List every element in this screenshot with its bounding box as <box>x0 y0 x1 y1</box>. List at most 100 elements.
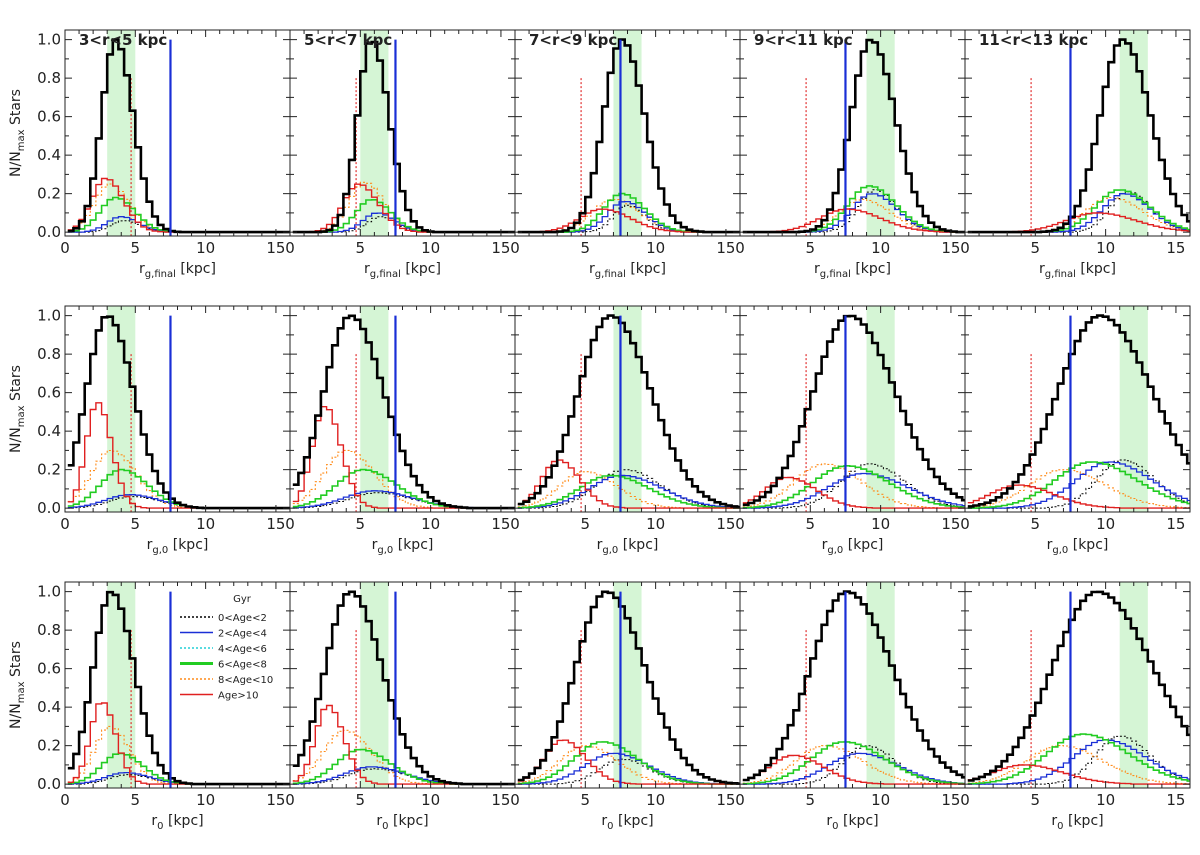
x-tick-label: 15 <box>716 515 735 533</box>
plot-area <box>67 38 290 236</box>
plot-area <box>517 590 740 788</box>
panel-frame <box>289 29 516 237</box>
x-axis-label: rg,final [kpc] <box>814 261 891 280</box>
x-axis-label: rg,final [kpc] <box>589 261 666 280</box>
histogram-age-8-10 <box>67 725 290 785</box>
histogram-age-6-8 <box>742 465 965 509</box>
x-tick-label: 0 <box>285 791 295 809</box>
y-tick-label: 0.8 <box>37 621 61 639</box>
x-tick-label: 5 <box>806 515 816 533</box>
legend-label: 0<Age<2 <box>218 613 267 624</box>
x-tick-label: 0 <box>285 239 295 257</box>
legend-title: Gyr <box>233 594 252 605</box>
histogram-all <box>967 38 1190 234</box>
panel-r2-c4: 0 5 10 15 rg,0 [kpc] <box>735 305 966 556</box>
panel-title: 11<r<13 kpc <box>979 31 1088 49</box>
histogram-all <box>517 590 740 785</box>
x-tick-label: 10 <box>646 791 665 809</box>
y-tick-label: 0.6 <box>37 384 61 402</box>
x-axis-label: r0 [kpc] <box>376 813 428 832</box>
y-axis-label: N/Nmax Stars <box>8 89 27 177</box>
histogram-age-gt-10 <box>742 754 965 785</box>
histogram-all <box>292 40 515 234</box>
plot-area <box>517 38 740 236</box>
histogram-age-gt-10 <box>517 459 740 509</box>
x-tick-label: 15 <box>716 239 735 257</box>
x-axis-label: r0 [kpc] <box>1051 813 1103 832</box>
histogram-age-0-2 <box>742 463 965 509</box>
histogram-all <box>517 314 740 509</box>
x-tick-label: 0 <box>960 791 970 809</box>
y-tick-label: 0.2 <box>37 185 61 203</box>
x-tick-label: 10 <box>871 515 890 533</box>
histogram-age-6-8 <box>517 474 740 509</box>
histogram-all <box>67 38 290 234</box>
y-tick-label: 1.0 <box>37 31 61 49</box>
x-tick-label: 5 <box>1031 791 1041 809</box>
panel-frame <box>64 29 291 237</box>
histogram-age-2-4 <box>517 474 740 509</box>
plot-area <box>67 590 290 788</box>
histogram-age-6-8 <box>742 741 965 785</box>
panel-frame <box>64 305 291 513</box>
x-tick-label: 10 <box>871 239 890 257</box>
panel-title: 7<r<9 kpc <box>529 31 617 49</box>
panel-title: 9<r<11 kpc <box>754 31 853 49</box>
histogram-age-0-2 <box>517 469 740 509</box>
histogram-age-2-4 <box>742 472 965 509</box>
y-tick-label: 0.0 <box>37 775 61 793</box>
x-axis-label: rg,final [kpc] <box>1039 261 1116 280</box>
panel-r2-c5: 0 5 10 15 rg,0 [kpc] <box>960 305 1191 556</box>
histogram-age-gt-10 <box>67 402 290 509</box>
x-axis-label: rg,final [kpc] <box>139 261 216 280</box>
x-tick-label: 0 <box>960 515 970 533</box>
x-tick-label: 10 <box>421 791 440 809</box>
x-axis-label: rg,0 [kpc] <box>372 537 434 556</box>
y-tick-label: 0.6 <box>37 108 61 126</box>
panel-r3-c3: 0 5 10 15 r0 [kpc] <box>510 581 741 832</box>
histogram-age-2-4 <box>967 461 1190 509</box>
x-tick-label: 10 <box>421 515 440 533</box>
radial-bin-band <box>866 30 895 236</box>
legend-label: 4<Age<6 <box>218 644 267 655</box>
x-tick-label: 0 <box>510 515 520 533</box>
x-tick-label: 5 <box>581 239 591 257</box>
x-tick-label: 15 <box>491 239 510 257</box>
plot-area <box>742 38 965 236</box>
x-axis-label: r0 [kpc] <box>826 813 878 832</box>
x-tick-label: 0 <box>510 239 520 257</box>
y-tick-label: 0.4 <box>37 146 61 164</box>
panel-r2-c2: 0 5 10 15 rg,0 [kpc] <box>285 305 516 556</box>
radial-bin-band <box>866 306 895 512</box>
x-tick-label: 10 <box>646 239 665 257</box>
x-tick-label: 15 <box>266 515 285 533</box>
histogram-age-2-4 <box>742 752 965 785</box>
radial-bin-band <box>107 306 136 512</box>
histogram-age-gt-10 <box>517 208 740 233</box>
x-tick-label: 15 <box>716 791 735 809</box>
histogram-age-2-4 <box>967 739 1190 785</box>
radial-bin-band <box>360 582 389 788</box>
panel-r1-c3: 0 5 10 15 rg,final [kpc] 7<r<9 kpc <box>510 29 741 280</box>
x-tick-label: 5 <box>1031 515 1041 533</box>
panel-r3-c4: 0 5 10 15 r0 [kpc] <box>735 581 966 832</box>
x-axis-label: rg,0 [kpc] <box>822 537 884 556</box>
x-tick-label: 0 <box>60 239 70 257</box>
y-tick-label: 0.2 <box>37 461 61 479</box>
y-tick-label: 0.6 <box>37 660 61 678</box>
plot-area <box>292 590 515 788</box>
plot-area <box>967 590 1190 788</box>
histogram-age-8-10 <box>67 449 290 509</box>
x-axis-label: r0 [kpc] <box>601 813 653 832</box>
y-tick-label: 0.0 <box>37 499 61 517</box>
y-tick-label: 0.2 <box>37 737 61 755</box>
x-tick-label: 5 <box>131 791 141 809</box>
histogram-all <box>292 590 515 786</box>
x-tick-label: 0 <box>960 239 970 257</box>
x-tick-label: 10 <box>196 515 215 533</box>
histogram-all <box>742 590 965 782</box>
panel-frame <box>739 305 966 513</box>
x-tick-label: 15 <box>266 239 285 257</box>
plot-area <box>967 314 1190 512</box>
x-tick-label: 15 <box>1166 515 1185 533</box>
